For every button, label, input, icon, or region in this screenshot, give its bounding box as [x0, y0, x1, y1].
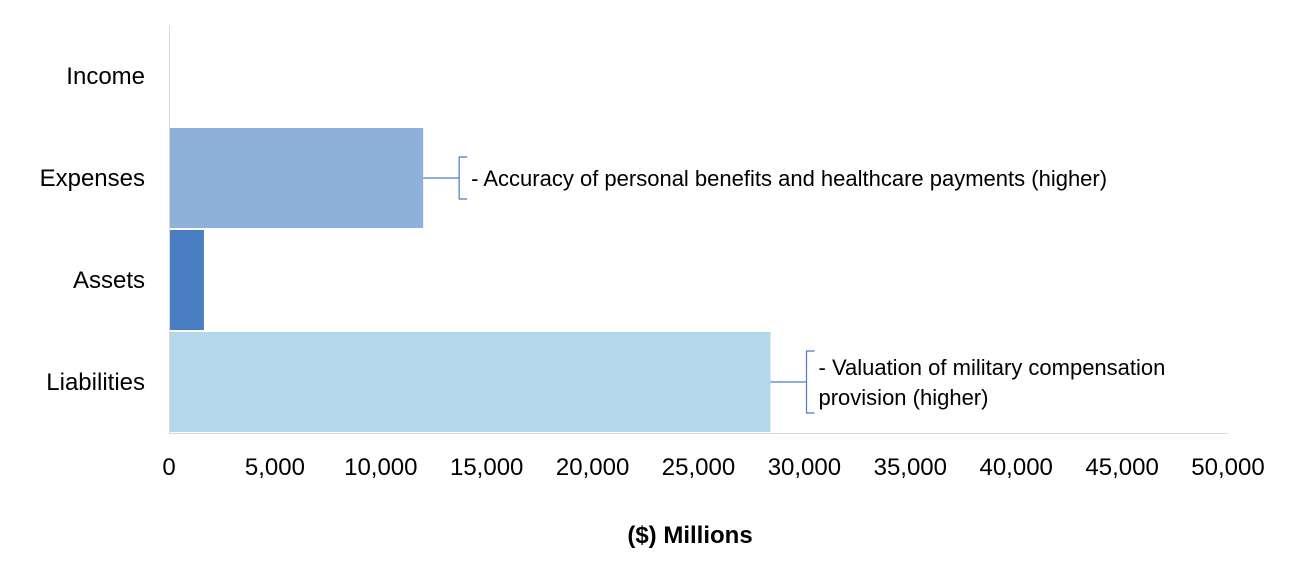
- category-label-assets: Assets: [73, 267, 145, 294]
- x-tick-label: 50,000: [1191, 454, 1264, 481]
- annotation-text-expenses: - Accuracy of personal benefits and heal…: [471, 166, 1107, 191]
- category-label-liabilities: Liabilities: [46, 369, 145, 396]
- x-tick-label: 5,000: [245, 454, 305, 481]
- x-tick-labels: 0 5,000 10,000 15,000 20,000 25,000 30,000 35,0…: [162, 454, 1264, 481]
- bar-liabilities: [169, 332, 771, 432]
- category-labels: Income Expenses Assets Liabilities: [40, 63, 145, 396]
- x-tick-label: 30,000: [768, 454, 841, 481]
- x-tick-label: 35,000: [874, 454, 947, 481]
- annotation-text-liabilities: provision (higher): [819, 385, 989, 410]
- x-tick-label: 0: [162, 454, 175, 481]
- bars-group: [169, 128, 771, 432]
- x-tick-label: 40,000: [979, 454, 1052, 481]
- category-label-expenses: Expenses: [40, 165, 145, 192]
- annotation-bracket-expenses: [423, 156, 468, 200]
- bar-expenses: [169, 128, 424, 228]
- annotation-bracket-liabilities: [770, 350, 815, 414]
- annotation-text-liabilities: - Valuation of military compensation: [819, 355, 1166, 380]
- x-tick-label: 10,000: [344, 454, 417, 481]
- x-axis-title: ($) Millions: [627, 522, 752, 549]
- x-tick-label: 20,000: [556, 454, 629, 481]
- bar-assets: [169, 230, 204, 330]
- axes-group: [169, 25, 1228, 434]
- x-tick-label: 25,000: [662, 454, 735, 481]
- annotations: - Accuracy of personal benefits and heal…: [423, 156, 1166, 414]
- category-label-income: Income: [66, 63, 145, 90]
- x-tick-label: 15,000: [450, 454, 523, 481]
- x-tick-label: 45,000: [1085, 454, 1158, 481]
